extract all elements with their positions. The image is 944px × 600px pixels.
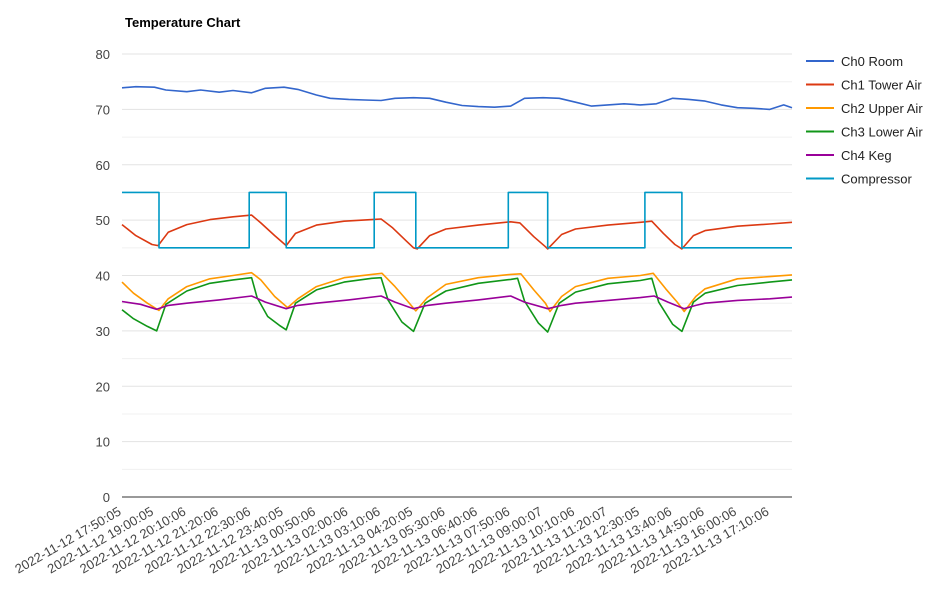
y-axis: 0 10 20 30 40 50 60 70 80 bbox=[96, 47, 110, 505]
chart-title: Temperature Chart bbox=[125, 15, 241, 30]
legend-label-ch3-lower-air: Ch3 Lower Air bbox=[841, 125, 923, 140]
y-tick-label: 0 bbox=[103, 490, 110, 505]
legend-label-ch0-room: Ch0 Room bbox=[841, 54, 903, 69]
y-tick-label: 40 bbox=[96, 269, 110, 284]
series-line-compressor bbox=[122, 191, 792, 249]
legend-label-ch4-keg: Ch4 Keg bbox=[841, 148, 892, 163]
y-tick-label: 10 bbox=[96, 435, 110, 450]
y-tick-label: 20 bbox=[96, 379, 110, 394]
y-tick-label: 60 bbox=[96, 158, 110, 173]
legend-label-ch1-tower-air: Ch1 Tower Air bbox=[841, 78, 922, 93]
chart-legend: Ch0 Room Ch1 Tower Air Ch2 Upper Air Ch3 Lo… bbox=[806, 54, 923, 187]
chart-grid bbox=[122, 53, 792, 470]
series-line-ch1-tower-air bbox=[121, 214, 793, 250]
y-tick-label: 50 bbox=[96, 213, 110, 228]
series-line-ch4-keg bbox=[121, 295, 793, 311]
series-line-ch2-upper-air bbox=[121, 271, 793, 313]
legend-label-ch2-upper-air: Ch2 Upper Air bbox=[841, 101, 923, 116]
y-tick-label: 30 bbox=[96, 324, 110, 339]
series-line-ch0-room bbox=[121, 85, 793, 111]
y-tick-label: 70 bbox=[96, 102, 110, 117]
y-tick-label: 80 bbox=[96, 47, 110, 62]
chart-series bbox=[121, 85, 793, 333]
legend-label-compressor: Compressor bbox=[841, 172, 912, 187]
series-line-ch3-lower-air bbox=[121, 276, 793, 333]
